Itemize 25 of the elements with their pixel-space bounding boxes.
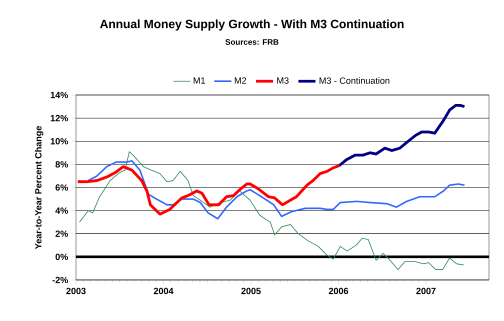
x-tick-label: 2003 (66, 288, 86, 294)
y-tick-label: 2% (56, 230, 68, 237)
y-axis-title: Year-to-Year Percent Change (34, 126, 44, 250)
y-tick-label: 14% (50, 92, 68, 98)
y-tick-label: 12% (50, 114, 68, 122)
x-tick-label: 2007 (416, 288, 436, 294)
line-series (87, 160, 466, 220)
y-tick-label: 10% (50, 138, 68, 144)
chart-subtitle: Sources: FRB (225, 39, 278, 45)
y-tick-label: 4% (55, 207, 68, 214)
chart-title: Annual Money Supply Growth - With M3 Continuation (100, 19, 404, 31)
y-tick-label: 6% (56, 184, 68, 191)
x-tick-label: 2005 (241, 288, 261, 294)
legend-label: M3 (277, 77, 289, 84)
legend-label: M1 (194, 77, 206, 84)
line-series (76, 164, 341, 216)
y-tick-label: 0% (56, 254, 68, 260)
legend-label: M2 (234, 77, 246, 84)
line-series (79, 151, 464, 270)
y-tick-label: -2% (52, 276, 68, 284)
x-tick-label: 2006 (328, 288, 348, 294)
line-series (338, 104, 466, 167)
legend-label: M3 - Continuation (320, 77, 390, 84)
y-tick-label: 8% (55, 161, 68, 168)
x-tick-label: 2004 (154, 288, 174, 294)
